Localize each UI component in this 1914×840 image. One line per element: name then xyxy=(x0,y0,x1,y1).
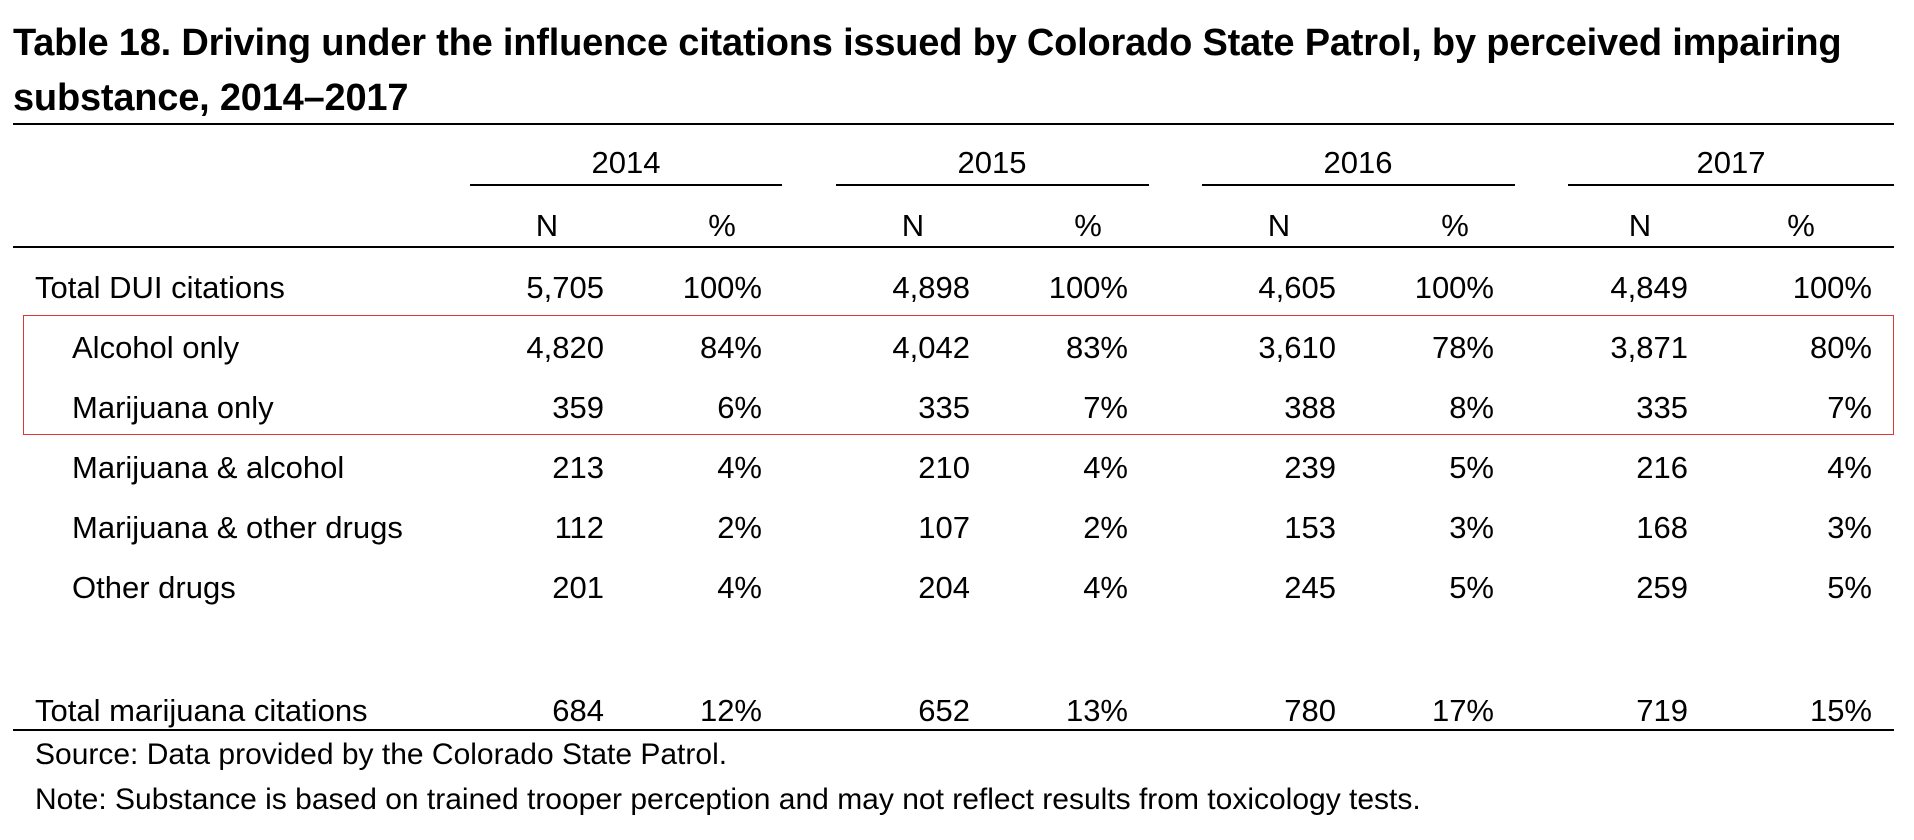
source-note: Source: Data provided by the Colorado St… xyxy=(35,738,728,771)
year-rule-2014 xyxy=(470,184,782,186)
cell-percent: 17% xyxy=(1431,693,1494,728)
year-header-2014: 2014 xyxy=(591,145,661,180)
cell-count: 153 xyxy=(1284,510,1336,545)
row-label: Other drugs xyxy=(72,570,236,605)
table-bottom-rule xyxy=(13,729,1894,731)
cell-percent: 100% xyxy=(1792,270,1872,305)
cell-percent: 100% xyxy=(1414,270,1494,305)
cell-count: 201 xyxy=(552,570,604,605)
col-header-pct: % xyxy=(1074,208,1102,243)
cell-percent: 7% xyxy=(1083,390,1128,425)
cell-percent: 5% xyxy=(1827,570,1872,605)
cell-count: 359 xyxy=(552,390,604,425)
cell-percent: 3% xyxy=(1827,510,1872,545)
year-header-2016: 2016 xyxy=(1323,145,1393,180)
cell-count: 112 xyxy=(554,510,604,545)
cell-count: 3,871 xyxy=(1610,330,1688,365)
col-header-pct: % xyxy=(1787,208,1815,243)
cell-percent: 3% xyxy=(1449,510,1494,545)
col-header-n: N xyxy=(1267,208,1291,243)
cell-percent: 5% xyxy=(1449,570,1494,605)
cell-percent: 15% xyxy=(1809,693,1872,728)
cell-count: 335 xyxy=(918,390,970,425)
cell-count: 4,605 xyxy=(1258,270,1336,305)
cell-percent: 5% xyxy=(1449,450,1494,485)
year-rule-2016 xyxy=(1202,184,1515,186)
cell-percent: 100% xyxy=(1048,270,1128,305)
cell-percent: 12% xyxy=(699,693,762,728)
cell-count: 4,820 xyxy=(526,330,604,365)
cell-count: 4,042 xyxy=(892,330,970,365)
highlight-box xyxy=(23,315,1894,435)
header-rule xyxy=(13,246,1894,248)
cell-count: 213 xyxy=(552,450,604,485)
cell-count: 259 xyxy=(1636,570,1688,605)
cell-percent: 6% xyxy=(717,390,762,425)
row-label: Alcohol only xyxy=(72,330,240,365)
cell-count: 216 xyxy=(1636,450,1688,485)
cell-count: 168 xyxy=(1636,510,1688,545)
col-header-pct: % xyxy=(708,208,736,243)
col-header-n: N xyxy=(901,208,925,243)
cell-count: 210 xyxy=(918,450,970,485)
cell-count: 5,705 xyxy=(526,270,604,305)
cell-percent: 4% xyxy=(717,570,762,605)
cell-percent: 4% xyxy=(1827,450,1872,485)
cell-count: 4,849 xyxy=(1610,270,1688,305)
year-header-2017: 2017 xyxy=(1696,145,1766,180)
cell-percent: 100% xyxy=(682,270,762,305)
cell-percent: 4% xyxy=(1083,450,1128,485)
cell-count: 719 xyxy=(1636,693,1688,728)
cell-percent: 4% xyxy=(1083,570,1128,605)
cell-count: 684 xyxy=(552,693,604,728)
cell-count: 204 xyxy=(918,570,970,605)
year-rule-2015 xyxy=(836,184,1149,186)
title-rule xyxy=(13,123,1894,125)
cell-percent: 7% xyxy=(1827,390,1872,425)
cell-percent: 83% xyxy=(1065,330,1128,365)
cell-percent: 8% xyxy=(1449,390,1494,425)
footnote: Note: Substance is based on trained troo… xyxy=(35,783,1421,816)
cell-count: 652 xyxy=(918,693,970,728)
row-label: Total marijuana citations xyxy=(35,693,368,728)
cell-count: 780 xyxy=(1284,693,1336,728)
year-rule-2017 xyxy=(1568,184,1894,186)
cell-count: 245 xyxy=(1284,570,1336,605)
cell-count: 335 xyxy=(1636,390,1688,425)
cell-count: 107 xyxy=(918,510,970,545)
cell-count: 4,898 xyxy=(892,270,970,305)
cell-count: 239 xyxy=(1284,450,1336,485)
cell-percent: 84% xyxy=(699,330,762,365)
cell-count: 3,610 xyxy=(1258,330,1336,365)
col-header-n: N xyxy=(1628,208,1652,243)
col-header-n: N xyxy=(535,208,559,243)
row-label: Marijuana & other drugs xyxy=(72,510,403,545)
row-label: Marijuana only xyxy=(72,390,274,425)
cell-percent: 78% xyxy=(1431,330,1494,365)
row-label: Marijuana & alcohol xyxy=(72,450,345,485)
year-header-2015: 2015 xyxy=(957,145,1027,180)
cell-percent: 4% xyxy=(717,450,762,485)
col-header-pct: % xyxy=(1441,208,1469,243)
cell-percent: 80% xyxy=(1809,330,1872,365)
cell-percent: 13% xyxy=(1065,693,1128,728)
cell-percent: 2% xyxy=(1083,510,1128,545)
cell-count: 388 xyxy=(1284,390,1336,425)
row-label: Total DUI citations xyxy=(35,270,285,305)
cell-percent: 2% xyxy=(717,510,762,545)
table-title: Table 18. Driving under the influence ci… xyxy=(13,22,1842,119)
